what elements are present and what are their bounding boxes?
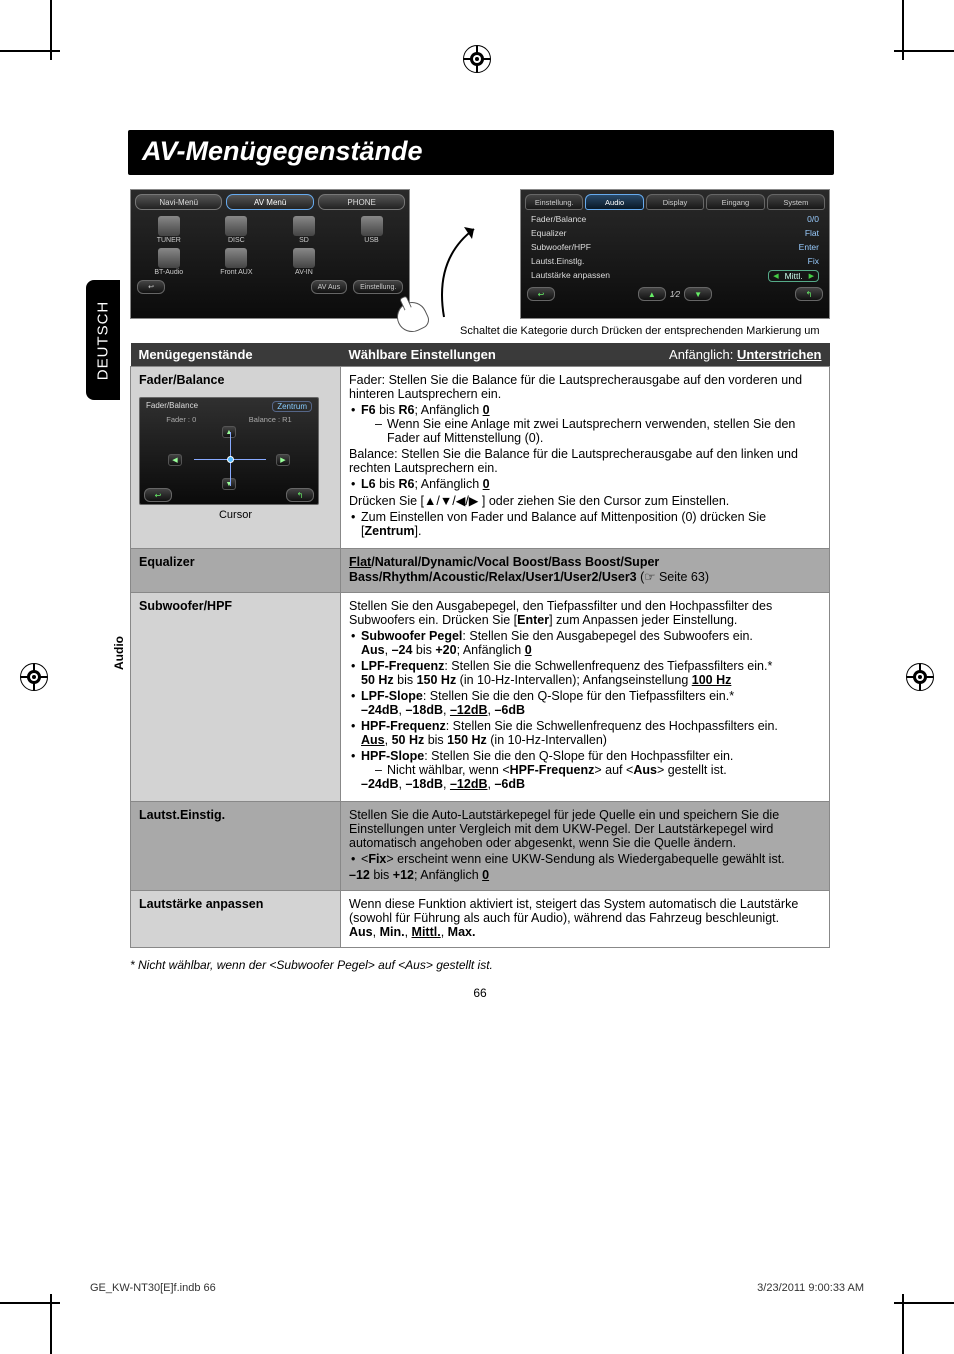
cursor-label: Cursor bbox=[139, 509, 332, 521]
page-up-button[interactable]: ▲ bbox=[638, 287, 666, 301]
tab-phone[interactable]: PHONE bbox=[318, 194, 405, 210]
row-body-equalizer: Flat/Natural/Dynamic/Vocal Boost/Bass Bo… bbox=[341, 549, 830, 593]
pointer-hand-icon bbox=[392, 297, 432, 337]
print-footer: GE_KW-NT30[E]f.indb 66 3/23/2011 9:00:33… bbox=[90, 1282, 864, 1294]
row-label-equalizer: Equalizer bbox=[131, 549, 341, 593]
audio-settings-screenshot: Einstellung. Audio Display Eingang Syste… bbox=[520, 189, 830, 319]
zentrum-button[interactable]: Zentrum bbox=[272, 401, 312, 412]
registration-mark bbox=[463, 45, 491, 73]
source-front-aux[interactable]: Front AUX bbox=[207, 248, 267, 276]
source-disc[interactable]: DISC bbox=[207, 216, 267, 244]
back-button[interactable]: ↩ bbox=[527, 287, 555, 301]
row-body-lautstaerke-anpassen: Wenn diese Funktion aktiviert ist, steig… bbox=[341, 891, 830, 948]
av-off-button[interactable]: AV Aus bbox=[311, 280, 347, 294]
return-button[interactable]: ↰ bbox=[795, 287, 823, 301]
source-empty bbox=[342, 248, 402, 276]
language-tab: DEUTSCH bbox=[86, 280, 120, 400]
av-menu-screenshot: Navi-Menü AV Menü PHONE TUNER DISC SD US… bbox=[130, 189, 410, 319]
tab-einstellung[interactable]: Einstellung. bbox=[525, 194, 583, 210]
source-av-in[interactable]: AV-IN bbox=[274, 248, 334, 276]
fader-crosshair[interactable] bbox=[194, 432, 266, 486]
row-fader-balance[interactable]: Fader/Balance0/0 bbox=[521, 212, 829, 226]
registration-mark bbox=[906, 663, 934, 691]
source-tuner[interactable]: TUNER bbox=[139, 216, 199, 244]
source-bt-audio[interactable]: BT-Audio bbox=[139, 248, 199, 276]
source-sd[interactable]: SD bbox=[274, 216, 334, 244]
tab-audio[interactable]: Audio bbox=[585, 194, 643, 210]
section-label-audio: Audio bbox=[112, 636, 126, 670]
row-label-fader-balance: Fader/Balance Fader/BalanceZentrum Fader… bbox=[131, 367, 341, 549]
row-label-subwoofer-hpf: Subwoofer/HPF bbox=[131, 593, 341, 802]
row-label-lautstaerke-anpassen: Lautstärke anpassen bbox=[131, 891, 341, 948]
return-button[interactable]: ↰ bbox=[286, 488, 314, 502]
page-number: 66 bbox=[130, 986, 830, 1000]
screenshot-caption: Schaltet die Kategorie durch Drücken der… bbox=[460, 325, 830, 337]
tab-av-menu[interactable]: AV Menü bbox=[226, 194, 313, 210]
row-label-lautst-einstig: Lautst.Einstig. bbox=[131, 802, 341, 891]
tab-display[interactable]: Display bbox=[646, 194, 704, 210]
back-button[interactable]: ↩ bbox=[137, 280, 165, 294]
page-down-button[interactable]: ▼ bbox=[684, 287, 712, 301]
row-body-lautst-einstig: Stellen Sie die Auto-Lautstärkepegel für… bbox=[341, 802, 830, 891]
source-usb[interactable]: USB bbox=[342, 216, 402, 244]
settings-table: Menügegenstände Wählbare Einstellungen A… bbox=[130, 343, 830, 948]
tab-eingang[interactable]: Eingang bbox=[706, 194, 764, 210]
row-lautst-einstlg[interactable]: Lautst.Einstlg.Fix bbox=[521, 254, 829, 268]
row-subwoofer-hpf[interactable]: Subwoofer/HPFEnter bbox=[521, 240, 829, 254]
back-button[interactable]: ↩ bbox=[144, 488, 172, 502]
row-body-fader-balance: Fader: Stellen Sie die Balance für die L… bbox=[341, 367, 830, 549]
col-selectable: Wählbare Einstellungen Anfänglich: Unter… bbox=[341, 343, 830, 367]
row-equalizer[interactable]: EqualizerFlat bbox=[521, 226, 829, 240]
settings-button[interactable]: Einstellung. bbox=[353, 280, 403, 294]
flow-arrow-icon bbox=[440, 189, 490, 309]
row-lautstaerke-anpassen[interactable]: Lautstärke anpassenMittl. bbox=[521, 268, 829, 284]
row-body-subwoofer-hpf: Stellen Sie den Ausgabepegel, den Tiefpa… bbox=[341, 593, 830, 802]
footnote: * Nicht wählbar, wenn der <Subwoofer Peg… bbox=[130, 958, 830, 972]
balance-left-button[interactable]: ◀ bbox=[168, 454, 182, 466]
fader-balance-widget: Fader/BalanceZentrum Fader : 0Balance : … bbox=[139, 397, 319, 505]
registration-mark bbox=[20, 663, 48, 691]
page-title: AV-Menügegenstände bbox=[128, 130, 834, 175]
tab-system[interactable]: System bbox=[767, 194, 825, 210]
page-indicator: ▲ 1⁄2 ▼ bbox=[638, 287, 712, 301]
col-menu-items: Menügegenstände bbox=[131, 343, 341, 367]
tab-navi-menu[interactable]: Navi-Menü bbox=[135, 194, 222, 210]
balance-right-button[interactable]: ▶ bbox=[276, 454, 290, 466]
